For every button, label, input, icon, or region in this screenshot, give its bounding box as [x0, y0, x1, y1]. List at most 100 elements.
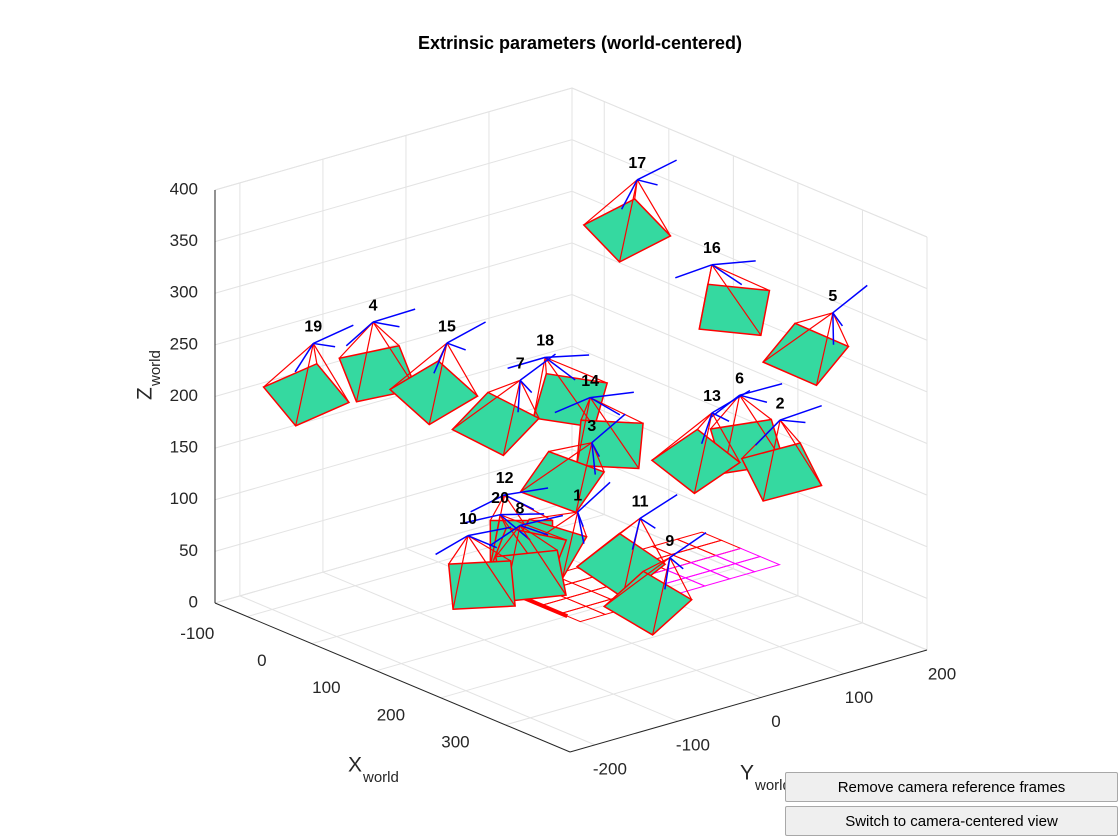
camera-frame-axis — [504, 494, 535, 511]
pyramid-edge — [589, 397, 640, 469]
x-tick-label: 300 — [441, 732, 469, 751]
pyramid-base — [582, 198, 672, 263]
camera-frame-axis — [554, 396, 591, 414]
camera-label: 19 — [304, 319, 322, 336]
chart-title: Extrinsic parameters (world-centered) — [418, 33, 742, 53]
pyramid-edge — [636, 179, 671, 237]
pyramid-edge — [762, 419, 781, 502]
camera-pyramid: 10 — [435, 511, 516, 611]
camera-frame-axis — [832, 312, 844, 327]
y-tick-label: 100 — [845, 688, 873, 707]
pyramid-edge — [548, 442, 592, 453]
camera-frame-axis — [591, 413, 626, 444]
z-axis-label-group: Z world — [134, 350, 164, 400]
pyramid-base — [262, 362, 351, 427]
grid-line — [214, 293, 928, 444]
camera-frame-axis — [631, 518, 641, 550]
camera-frame-axis — [470, 494, 505, 513]
pyramid-edge — [639, 518, 666, 565]
grid-line — [440, 595, 799, 699]
pyramid-edge — [580, 397, 591, 421]
camera-frame-axis — [711, 264, 743, 286]
camera-frame-axis — [664, 557, 671, 590]
camera-frame-axis — [517, 380, 521, 413]
camera-label: 2 — [776, 395, 785, 412]
pyramid-edge — [467, 535, 516, 607]
x-tick-label: 0 — [257, 651, 266, 670]
camera-label: 13 — [703, 388, 721, 405]
camera-frame-axis — [637, 179, 658, 186]
camera-frame-axis — [519, 379, 533, 394]
pyramid-edge — [428, 342, 448, 425]
pyramid-edge — [519, 524, 558, 551]
camera-frame-axis — [620, 179, 638, 210]
pyramid-edge — [832, 312, 849, 347]
grid-line — [239, 595, 596, 746]
pyramid-edge — [487, 379, 521, 393]
camera-frame-axis — [499, 514, 531, 541]
camera-frame-axis — [313, 342, 336, 348]
checkerboard-square — [559, 605, 607, 623]
camera-pyramid: 16 — [675, 240, 771, 337]
pyramid-edge — [389, 342, 448, 390]
pyramid-edge — [618, 179, 638, 263]
y-tick-label: -100 — [676, 736, 710, 755]
camera-frame-axis — [832, 284, 868, 314]
camera-frame-axis — [639, 517, 656, 529]
switch-view-button[interactable]: Switch to camera-centered view — [785, 806, 1118, 836]
x-tick-label: 200 — [377, 705, 405, 724]
camera-label: 16 — [703, 240, 721, 257]
camera-pyramid: 17 — [582, 155, 677, 263]
y-axis-label-sub: world — [754, 777, 791, 794]
pyramid-edge — [711, 412, 741, 463]
pyramid-edge — [532, 357, 546, 419]
camera-label: 1 — [573, 487, 582, 504]
grid-line — [376, 568, 734, 672]
pyramid-edge — [710, 394, 741, 430]
pyramid-edge — [669, 557, 693, 600]
camera-frame-axis — [372, 308, 416, 323]
camera-frame-axis — [779, 404, 822, 421]
camera-frame-axis — [519, 353, 556, 381]
pyramid-edge — [652, 557, 671, 636]
camera-frame-axis — [591, 442, 597, 475]
pyramid-edge — [603, 557, 671, 607]
camera-label: 12 — [496, 470, 514, 487]
camera-frame-axis — [590, 391, 634, 399]
pyramid-edge — [312, 343, 318, 364]
grid-line — [214, 190, 928, 341]
camera-frame-axis — [446, 342, 466, 351]
camera-label: 9 — [665, 533, 674, 550]
camera-label: 14 — [581, 373, 599, 390]
grid-line — [214, 139, 928, 290]
pyramid-edge — [544, 356, 608, 384]
camera-frame-axis — [504, 487, 549, 496]
pyramid-edge — [519, 525, 567, 596]
camera-frame-axis — [711, 389, 751, 414]
z-axis-label: Z — [134, 387, 157, 400]
checkerboard-square — [708, 563, 757, 580]
pyramid-edge — [519, 380, 540, 419]
pyramid-edge — [575, 442, 593, 513]
camera-frame-axis — [780, 419, 806, 424]
pyramid-edge — [707, 264, 713, 285]
y-axis-label: Y — [740, 762, 754, 785]
camera-frame-axis — [636, 159, 677, 181]
z-tick-label: 200 — [170, 386, 198, 405]
pyramid-edge — [372, 321, 400, 347]
checkerboard-square — [733, 556, 781, 573]
pyramid-edge — [779, 419, 801, 444]
camera-label: 18 — [536, 333, 554, 350]
camera-label: 7 — [516, 356, 525, 373]
pyramid-edge — [502, 380, 521, 456]
checkerboard-square — [683, 570, 732, 587]
camera-pyramid: 15 — [388, 318, 486, 426]
pyramid-edge — [446, 342, 479, 397]
remove-frames-button[interactable]: Remove camera reference frames — [785, 772, 1118, 802]
pyramid-edge — [651, 412, 713, 461]
camera-frame-axis — [700, 412, 713, 444]
camera-frame-axis — [500, 513, 545, 516]
checkerboard-square — [689, 554, 737, 572]
